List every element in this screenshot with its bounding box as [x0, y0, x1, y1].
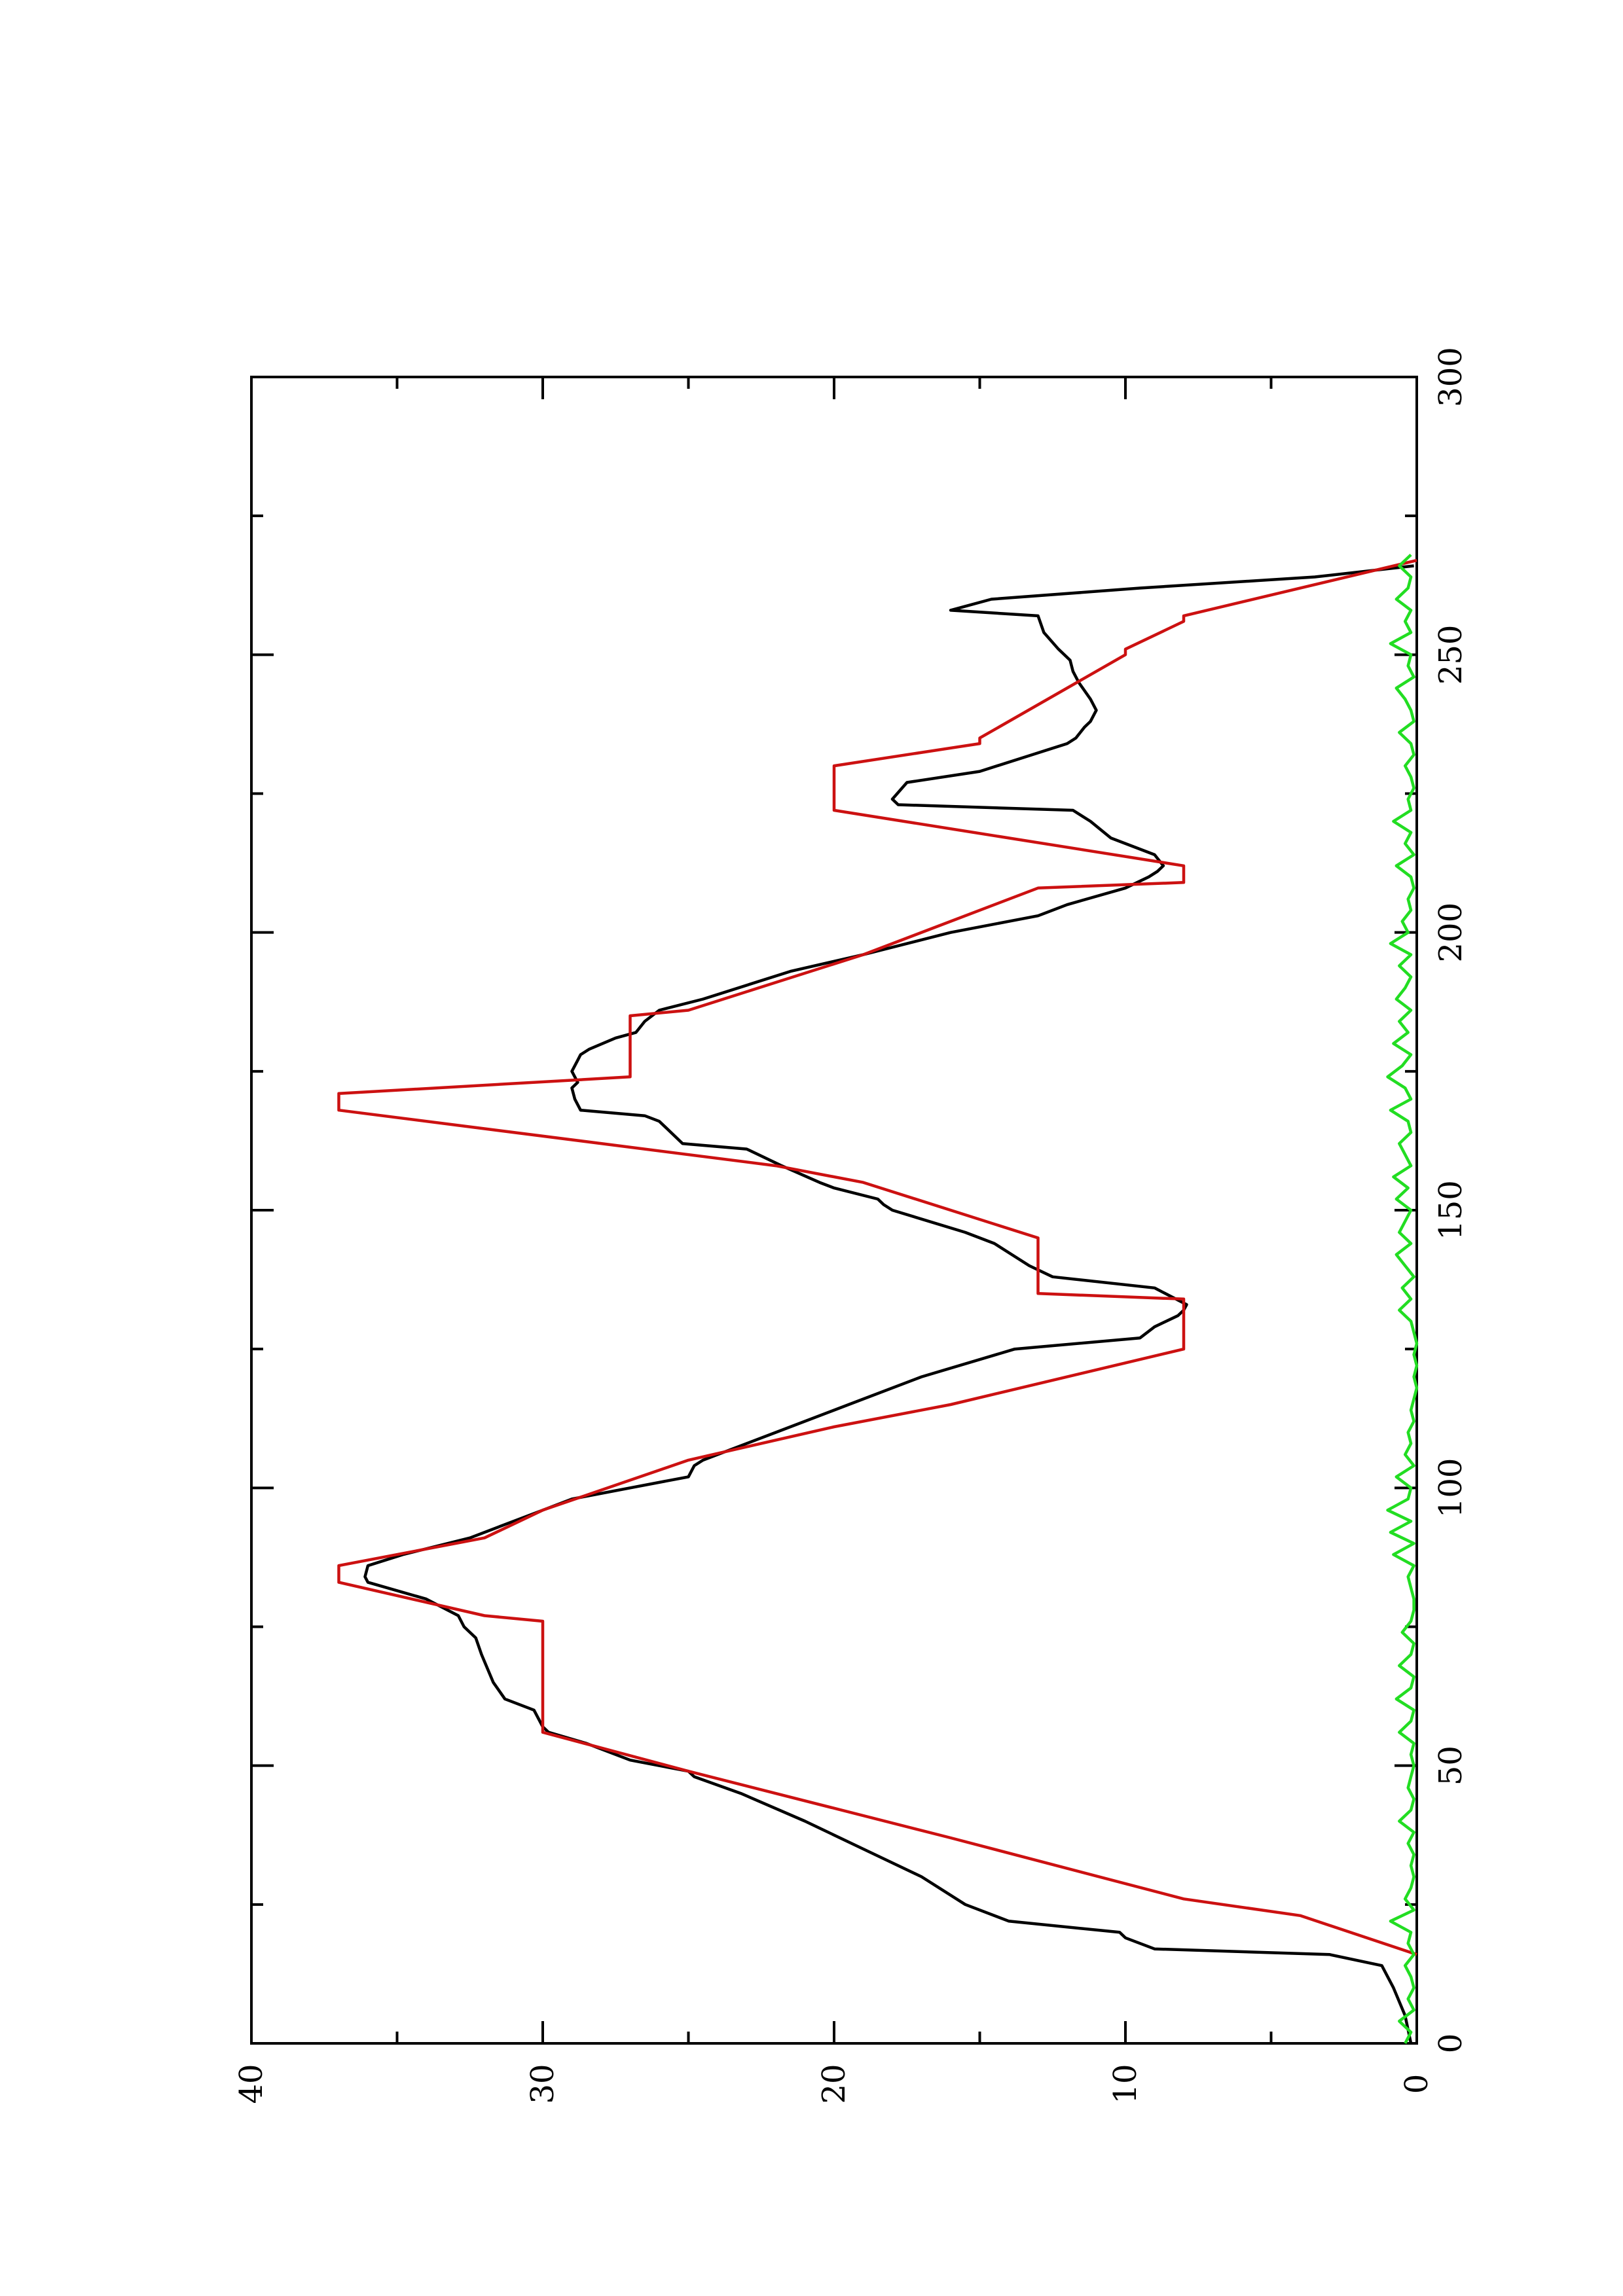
ticks	[250, 376, 1418, 2045]
x-tick-label: 200	[1432, 903, 1469, 963]
series-line-0	[363, 564, 1414, 2044]
x-tick-label: 0	[1432, 2034, 1469, 2054]
x-tick-label: 100	[1432, 1458, 1469, 1518]
y-tick-label: 10	[1107, 2064, 1144, 2104]
x-tick-label: 250	[1432, 625, 1469, 685]
plot-frame	[250, 376, 1418, 2045]
series-line-2	[1386, 553, 1419, 2045]
y-tick-label: 30	[524, 2064, 561, 2104]
series-layer	[337, 553, 1419, 2045]
y-tick-label: 40	[233, 2064, 270, 2104]
tick-labels: 0 50 100 150 200 250 300 0 10 20 30 40	[233, 347, 1469, 2104]
y-tick-label: 20	[816, 2064, 852, 2104]
x-tick-label: 300	[1432, 347, 1469, 407]
x-tick-label: 50	[1432, 1746, 1469, 1785]
y-tick-label: 0	[1398, 2074, 1435, 2094]
x-tick-label: 150	[1432, 1180, 1469, 1240]
series-line-1	[337, 558, 1417, 1956]
